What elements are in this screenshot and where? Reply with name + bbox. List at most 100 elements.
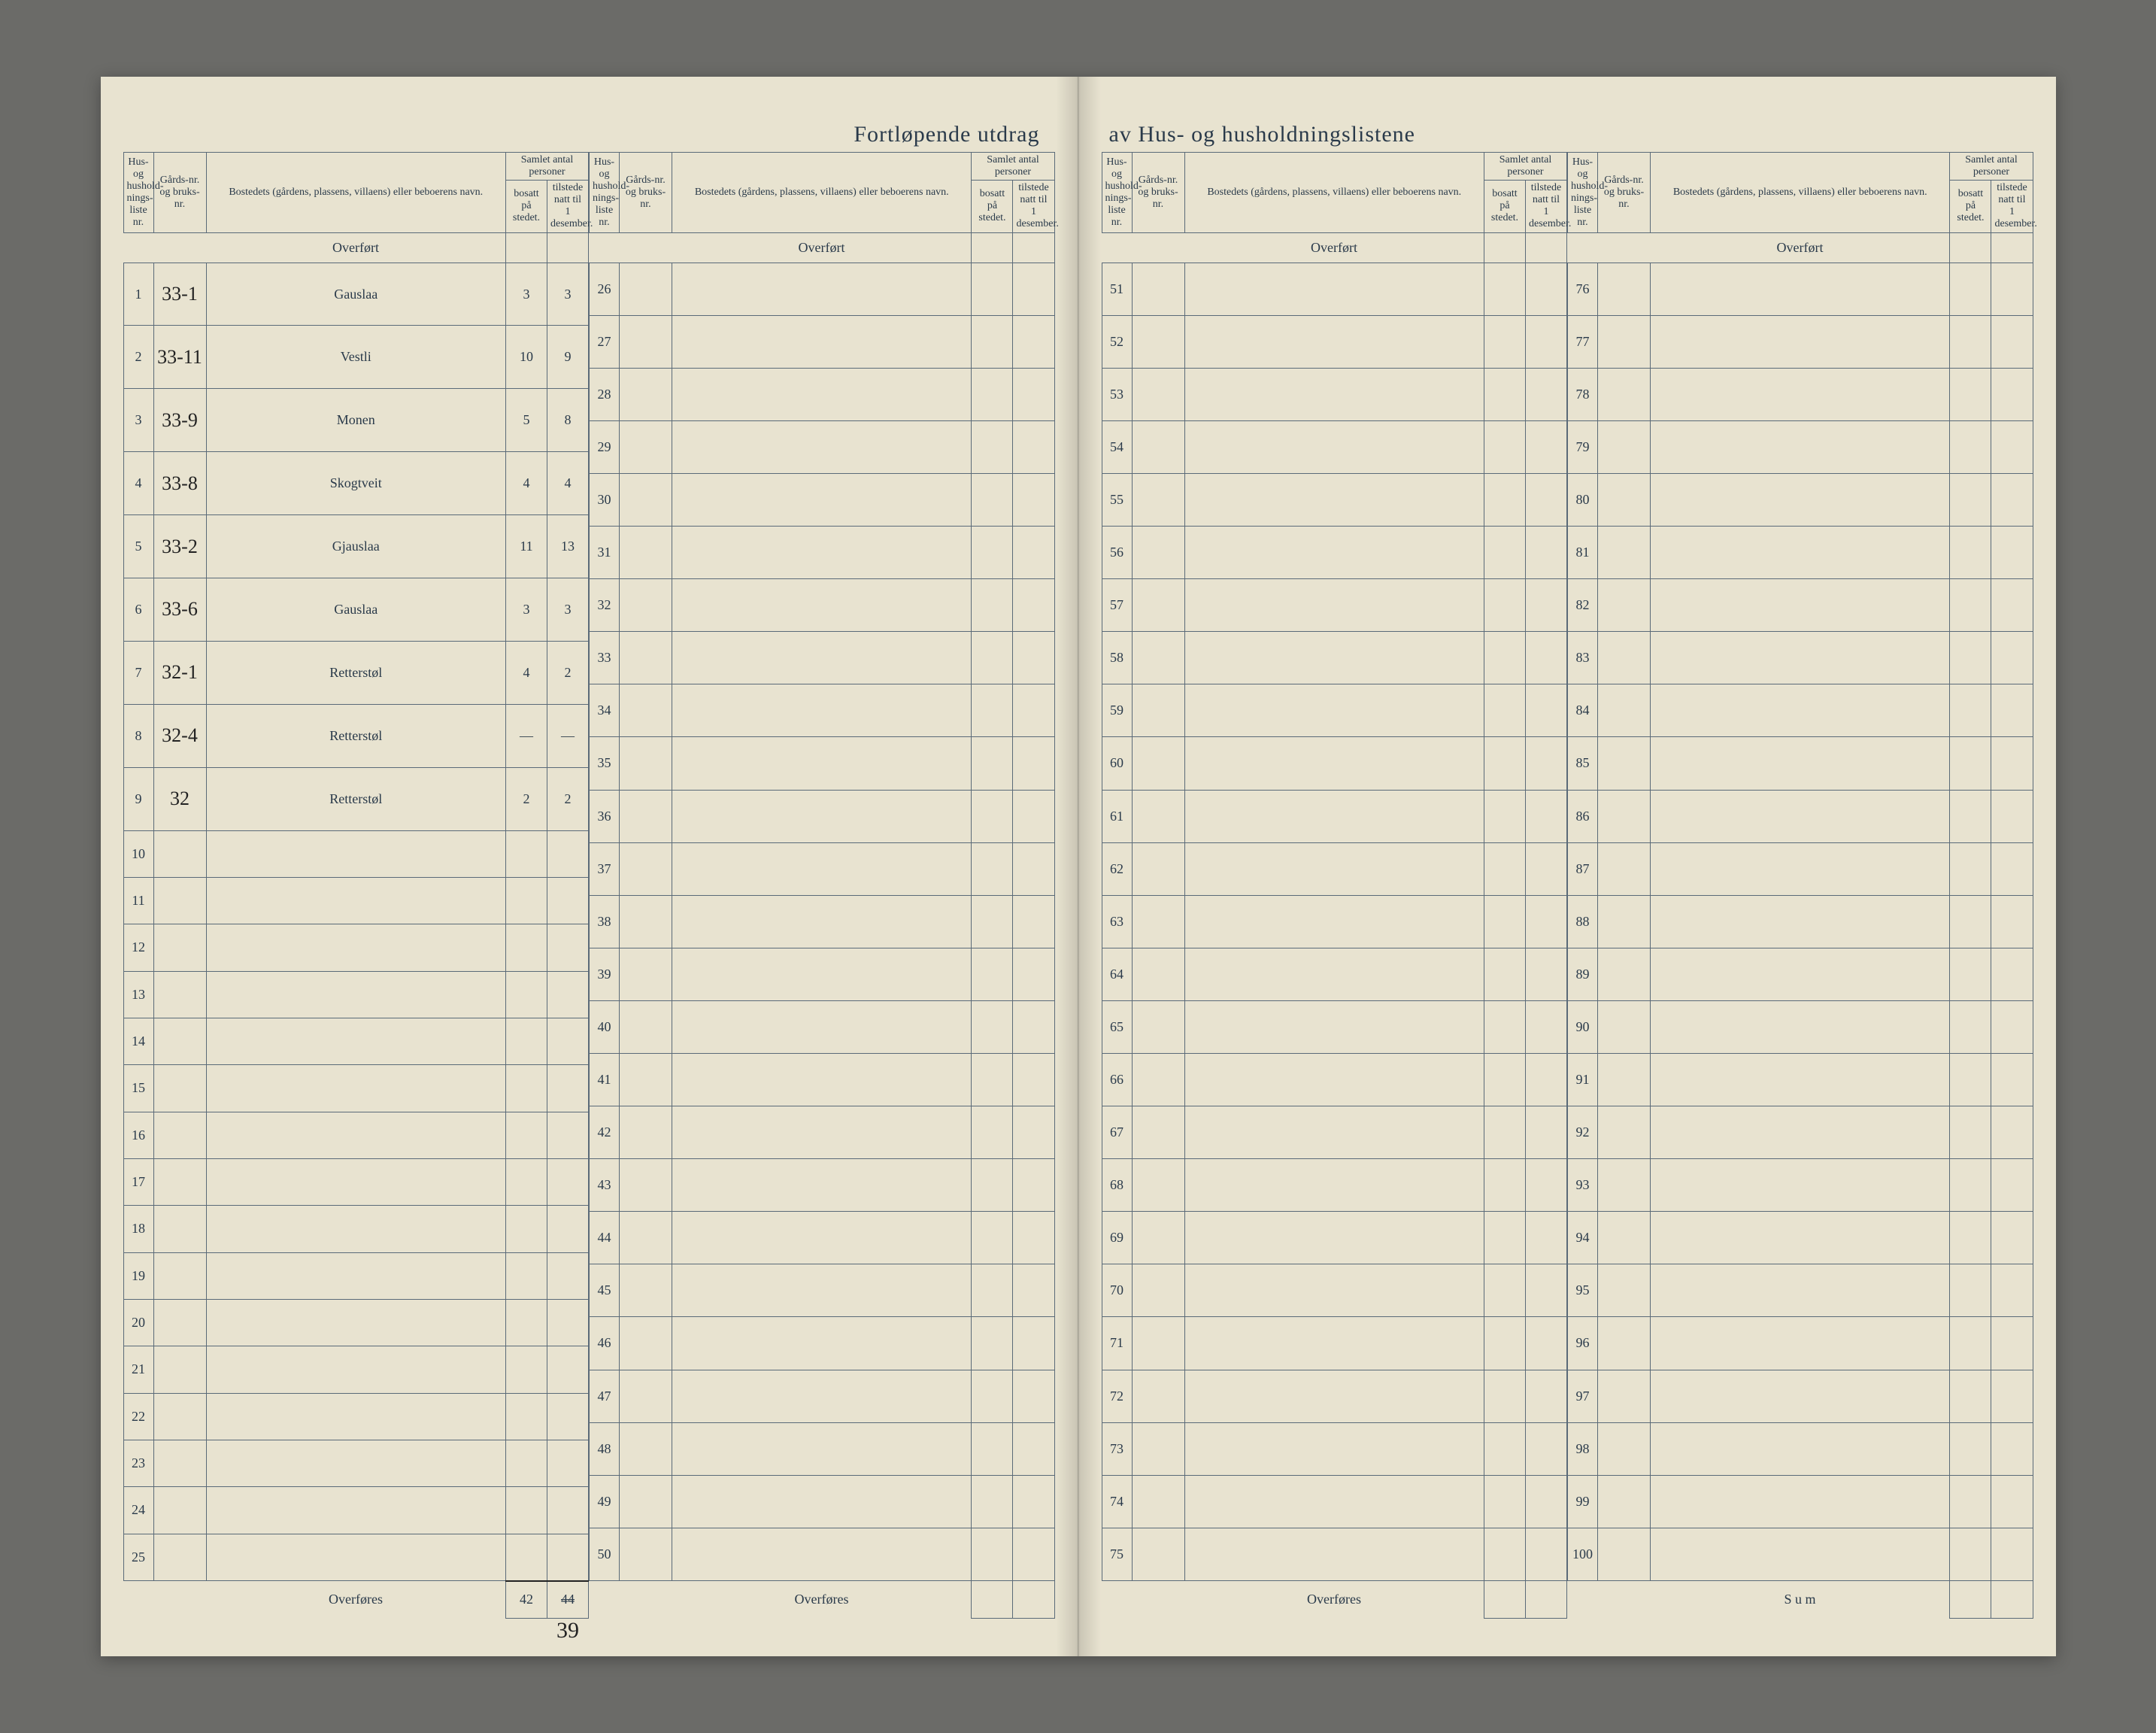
cell-bosted — [206, 1065, 505, 1112]
row-number: 57 — [1102, 579, 1132, 632]
cell-bosted — [672, 579, 972, 632]
cell-tilstede — [1013, 1053, 1054, 1106]
cell-gard — [1598, 1528, 1651, 1580]
cell-bosted — [1651, 1159, 1950, 1212]
title-left: Fortløpende utdrag — [123, 122, 1055, 147]
cell-gard — [620, 684, 672, 737]
header-bosatt: bosatt på stedet. — [972, 181, 1013, 232]
cell-bosatt — [1950, 1159, 1991, 1212]
row-number: 4 — [123, 452, 153, 515]
cell-bosted — [1651, 368, 1950, 420]
cell-tilstede — [1525, 315, 1566, 368]
cell-gard — [620, 1370, 672, 1422]
footer-tilstede: 4439 — [547, 1581, 588, 1619]
cell-tilstede — [1991, 420, 2033, 473]
cell-bosatt — [505, 877, 547, 924]
ledger-column-block: Hus- og hushold-nings-liste nr.Gårds-nr.… — [123, 152, 590, 1619]
cell-tilstede — [1991, 737, 2033, 790]
cell-bosatt — [972, 1475, 1013, 1528]
row-number: 51 — [1102, 263, 1132, 315]
cell-bosted — [1184, 1212, 1484, 1264]
cell-tilstede — [1991, 948, 2033, 1000]
cell-tilstede — [1525, 1370, 1566, 1422]
ledger-table: Hus- og hushold-nings-liste nr.Gårds-nr.… — [1567, 152, 2033, 1619]
cell-bosatt — [505, 1158, 547, 1205]
cell-bosatt — [1950, 368, 1991, 420]
cell-bosted — [1184, 579, 1484, 632]
ledger-row: 11 — [123, 877, 589, 924]
cell-gard — [1598, 1317, 1651, 1370]
row-number: 30 — [590, 473, 620, 526]
ledger-row: 63 — [1102, 895, 1567, 948]
ledger-row: 75 — [1102, 1528, 1567, 1580]
cell-gard — [620, 368, 672, 420]
cell-bosted — [206, 1487, 505, 1534]
cell-gard — [620, 1106, 672, 1159]
ledger-row: 25 — [123, 1534, 589, 1581]
cell-bosatt — [972, 737, 1013, 790]
row-number: 33 — [590, 632, 620, 684]
header-bosted: Bostedets (gårdens, plassens, villaens) … — [672, 153, 972, 233]
cell-tilstede — [1525, 1264, 1566, 1317]
ledger-row: 633-6Gauslaa33 — [123, 578, 589, 642]
ledger-row: 57 — [1102, 579, 1567, 632]
cell-gard — [620, 737, 672, 790]
ledger-row: 64 — [1102, 948, 1567, 1000]
row-number: 55 — [1102, 473, 1132, 526]
row-number: 97 — [1568, 1370, 1598, 1422]
cell-gard — [620, 473, 672, 526]
cell-bosted: Gjauslaa — [206, 515, 505, 578]
ledger-row: 45 — [590, 1264, 1055, 1317]
cell-bosatt — [1950, 948, 1991, 1000]
cell-bosted — [672, 1370, 972, 1422]
cell-bosatt — [1950, 473, 1991, 526]
cell-tilstede — [1525, 842, 1566, 895]
page-right: av Hus- og husholdningslistene Hus- og h… — [1078, 77, 2056, 1656]
cell-bosted: Gauslaa — [206, 263, 505, 326]
cell-bosted — [1184, 1159, 1484, 1212]
cell-gard — [1132, 1106, 1184, 1159]
row-number: 71 — [1102, 1317, 1132, 1370]
cell-bosatt — [1950, 790, 1991, 842]
ledger-row: 69 — [1102, 1212, 1567, 1264]
row-number: 76 — [1568, 263, 1598, 315]
cell-bosatt — [1484, 368, 1525, 420]
row-number: 54 — [1102, 420, 1132, 473]
cell-bosted — [1651, 527, 1950, 579]
cell-bosatt — [1950, 420, 1991, 473]
cell-bosted — [1184, 1106, 1484, 1159]
cell-tilstede — [1991, 632, 2033, 684]
cell-bosatt — [972, 420, 1013, 473]
row-number: 27 — [590, 315, 620, 368]
cell-gard — [620, 263, 672, 315]
row-number: 56 — [1102, 527, 1132, 579]
cell-tilstede — [1525, 1106, 1566, 1159]
ledger-row: 26 — [590, 263, 1055, 315]
cell-tilstede — [1013, 527, 1054, 579]
row-number: 3 — [123, 389, 153, 452]
cell-bosted — [672, 1212, 972, 1264]
ledger-row: 12 — [123, 924, 589, 971]
ledger-row: 77 — [1568, 315, 2033, 368]
footer-tilstede — [1013, 1581, 1054, 1619]
ledger-row: 72 — [1102, 1370, 1567, 1422]
cell-bosatt — [1484, 632, 1525, 684]
cell-tilstede — [1013, 1370, 1054, 1422]
row-number: 96 — [1568, 1317, 1598, 1370]
cell-tilstede — [547, 1487, 588, 1534]
row-number: 41 — [590, 1053, 620, 1106]
overfort-bosatt — [1484, 232, 1525, 263]
ledger-table: Hus- og hushold-nings-liste nr.Gårds-nr.… — [1102, 152, 1568, 1619]
cell-bosatt — [1950, 737, 1991, 790]
cell-gard — [153, 924, 206, 971]
cell-bosted — [672, 842, 972, 895]
row-number: 36 — [590, 790, 620, 842]
cell-bosatt — [1950, 1106, 1991, 1159]
ledger-row: 44 — [590, 1212, 1055, 1264]
cell-bosted — [1184, 632, 1484, 684]
row-number: 86 — [1568, 790, 1598, 842]
cell-bosatt — [972, 790, 1013, 842]
cell-tilstede — [1525, 1422, 1566, 1475]
row-number: 25 — [123, 1534, 153, 1581]
cell-bosatt — [972, 842, 1013, 895]
